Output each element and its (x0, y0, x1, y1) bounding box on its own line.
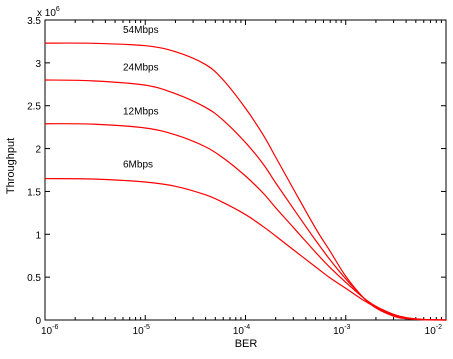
x-tick-base: 10 (425, 326, 437, 337)
x-tick-label: 10-3 (333, 324, 350, 337)
series-label: 6Mbps (123, 159, 153, 170)
y-tick-label: 1 (35, 230, 41, 241)
x-tick-exponent: -4 (244, 324, 250, 331)
series-lines (44, 42, 447, 321)
y-tick-label: 2.5 (27, 102, 41, 113)
plot-frame (44, 19, 447, 321)
y-tick-label: 2 (35, 145, 41, 156)
y-axis-ticks: 0 0.5 1 1.5 2 2.5 3 3.5 (27, 16, 446, 327)
x-tick-base: 10 (133, 326, 145, 337)
x-tick-label: 10-2 (425, 324, 442, 337)
plot-area (44, 19, 447, 321)
y-tick-label: 3 (35, 59, 41, 70)
x-tick-base: 10 (41, 326, 53, 337)
x-tick-exponent: -2 (436, 324, 442, 331)
series-label: 54Mbps (123, 25, 159, 36)
series-label: 24Mbps (123, 63, 159, 74)
x-tick-exponent: -3 (344, 324, 350, 331)
y-tick-label: 0 (35, 316, 41, 327)
y-axis-label: Throughput (5, 138, 17, 194)
series-label: 12Mbps (123, 106, 159, 117)
y-tick-label: 0.5 (27, 273, 41, 284)
series-labels: 54Mbps 24Mbps 12Mbps 6Mbps (123, 25, 159, 171)
x-tick-exponent: -5 (144, 324, 150, 331)
x-axis-label: BER (235, 338, 258, 350)
series-line-24mbps (44, 79, 447, 321)
x-tick-label: 10-5 (133, 324, 150, 337)
x-tick-exponent: -6 (52, 324, 58, 331)
y-tick-label: 3.5 (27, 16, 41, 27)
y-axis-multiplier: x 106 (37, 6, 60, 19)
y-multiplier-exponent: 6 (56, 6, 60, 13)
x-tick-base: 10 (333, 326, 345, 337)
x-axis-ticks: 10-6 10-5 10-4 10-3 10-2 (41, 20, 447, 337)
x-tick-label: 10-4 (233, 324, 250, 337)
x-tick-base: 10 (233, 326, 245, 337)
y-multiplier-base: x 10 (37, 8, 56, 19)
y-tick-label: 1.5 (27, 187, 41, 198)
series-line-12mbps (44, 123, 447, 321)
series-line-54mbps (44, 42, 447, 321)
x-tick-label: 10-6 (41, 324, 58, 337)
series-line-6mbps (44, 177, 447, 321)
